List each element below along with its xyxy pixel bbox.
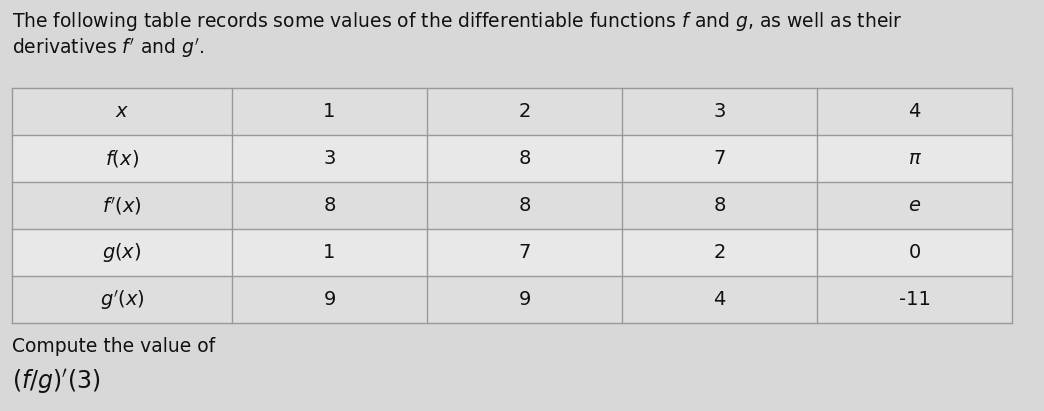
Text: The following table records some values of the differentiable functions $f$ and : The following table records some values … (11, 10, 903, 33)
Text: 8: 8 (713, 196, 726, 215)
Bar (11, 88, 1012, 135)
Text: $e$: $e$ (908, 196, 921, 215)
Text: 0: 0 (908, 243, 921, 262)
Text: $g'(x)$: $g'(x)$ (99, 288, 144, 312)
Text: 1: 1 (324, 243, 336, 262)
Text: $\pi$: $\pi$ (907, 149, 922, 168)
Bar (11, 135, 1012, 182)
Text: 3: 3 (713, 102, 726, 121)
Text: 9: 9 (324, 290, 336, 309)
Text: $f(x)$: $f(x)$ (105, 148, 139, 169)
Text: 8: 8 (518, 196, 530, 215)
Bar (11, 229, 1012, 276)
Text: 4: 4 (908, 102, 921, 121)
Text: $g(x)$: $g(x)$ (102, 241, 142, 264)
Text: $x$: $x$ (115, 102, 129, 121)
Text: 4: 4 (713, 290, 726, 309)
Text: $f'(x)$: $f'(x)$ (102, 194, 142, 217)
Text: 1: 1 (324, 102, 336, 121)
Text: 2: 2 (713, 243, 726, 262)
Text: 2: 2 (518, 102, 530, 121)
Text: 7: 7 (713, 149, 726, 168)
Text: 3: 3 (324, 149, 336, 168)
Bar (11, 276, 1012, 323)
Text: $(f/g)^{\prime}(3)$: $(f/g)^{\prime}(3)$ (11, 367, 100, 396)
Text: 8: 8 (324, 196, 336, 215)
Text: 9: 9 (518, 290, 530, 309)
Text: -11: -11 (899, 290, 930, 309)
Text: derivatives $f'$ and $g'$.: derivatives $f'$ and $g'$. (11, 36, 205, 60)
Text: Compute the value of: Compute the value of (11, 337, 215, 356)
Text: 7: 7 (518, 243, 530, 262)
Text: 8: 8 (518, 149, 530, 168)
Bar (11, 182, 1012, 229)
